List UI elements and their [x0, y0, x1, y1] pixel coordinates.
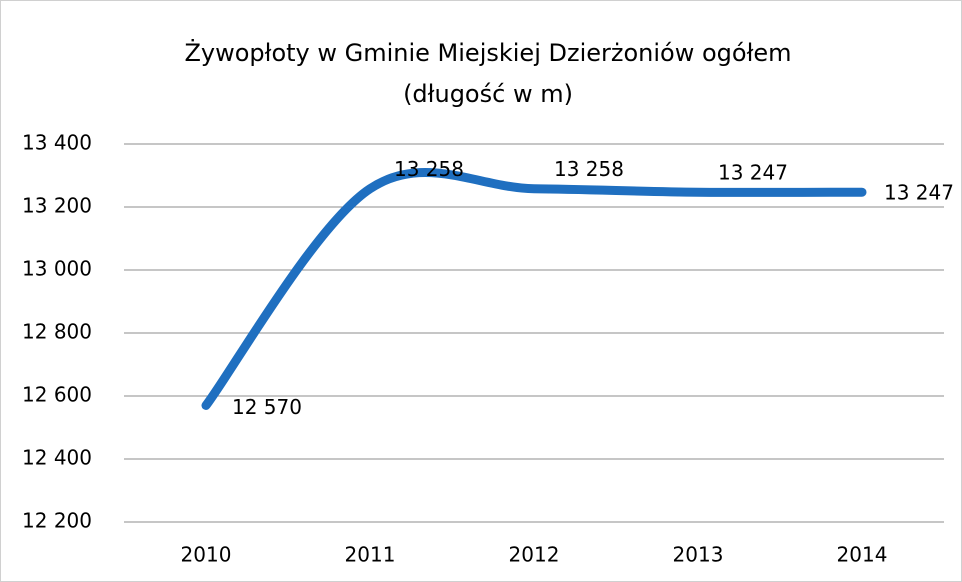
data-label: 13 247: [718, 161, 788, 185]
y-tick-label: 13 400: [22, 131, 92, 155]
chart-title: Żywopłoty w Gminie Miejskiej Dzierżoniów…: [184, 38, 791, 67]
y-tick-label: 12 400: [22, 446, 92, 470]
data-label: 12 570: [232, 395, 302, 419]
chart-subtitle: (długość w m): [403, 80, 573, 108]
data-label: 13 247: [884, 181, 954, 205]
x-tick-label: 2012: [509, 543, 560, 567]
data-label: 13 258: [394, 157, 464, 181]
y-tick-label: 13 000: [22, 257, 92, 281]
y-tick-label: 13 200: [22, 194, 92, 218]
y-tick-label: 12 200: [22, 509, 92, 533]
y-tick-label: 12 600: [22, 383, 92, 407]
y-tick-label: 12 800: [22, 320, 92, 344]
data-line: [201, 168, 867, 410]
x-tick-label: 2011: [345, 543, 396, 567]
x-tick-label: 2013: [673, 543, 724, 567]
x-tick-label: 2010: [181, 543, 232, 567]
x-tick-label: 2014: [837, 543, 888, 567]
data-label: 13 258: [554, 157, 624, 181]
